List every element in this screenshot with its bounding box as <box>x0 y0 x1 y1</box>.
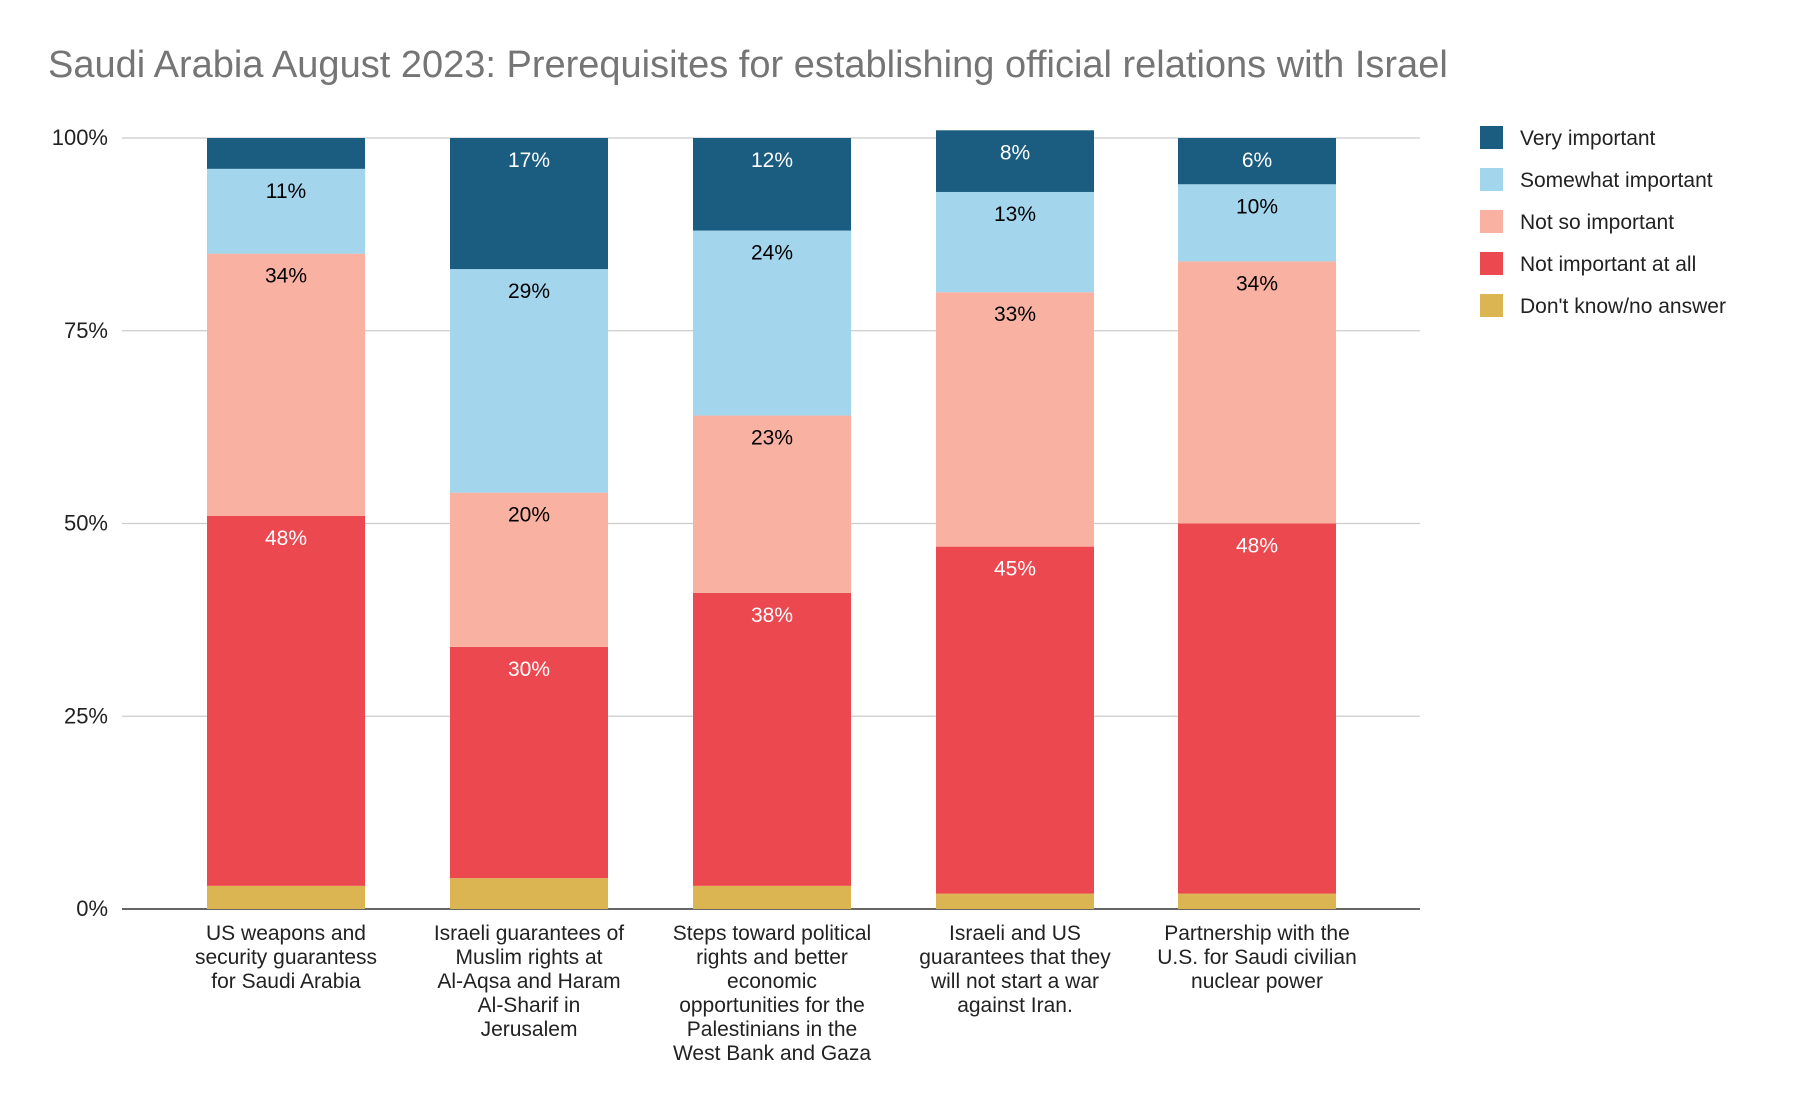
x-tick-label: U.S. for Saudi civilian <box>1157 946 1357 969</box>
bar-segment <box>1178 184 1336 262</box>
bar-segment <box>450 138 608 270</box>
bar-segment <box>207 138 365 169</box>
x-tick-label: Muslim rights at <box>455 946 602 969</box>
data-label: 45% <box>994 558 1036 581</box>
legend-label: Don't know/no answer <box>1520 295 1726 318</box>
legend-swatch <box>1480 252 1503 275</box>
bar-segment <box>693 415 851 593</box>
x-tick-label: economic <box>727 970 817 993</box>
bar-segment <box>936 191 1094 293</box>
bar-segment <box>936 893 1094 909</box>
data-label: 8% <box>1000 141 1030 164</box>
legend-swatch <box>1480 294 1503 317</box>
bar-segment <box>693 592 851 886</box>
bar-segment <box>207 515 365 886</box>
bar-segment <box>693 138 851 231</box>
bar-segment <box>207 168 365 254</box>
x-tick-label: guarantees that they <box>919 946 1111 969</box>
x-tick-label: nuclear power <box>1191 970 1323 993</box>
legend-label: Not so important <box>1520 211 1674 234</box>
bar-segment <box>1178 138 1336 185</box>
x-tick-label: Al-Aqsa and Haram <box>437 970 620 993</box>
data-label: 29% <box>508 280 550 303</box>
x-tick-label: opportunities for the <box>679 994 865 1017</box>
data-label: 34% <box>1236 272 1278 295</box>
bar-segment <box>936 292 1094 547</box>
data-label: 30% <box>508 658 550 681</box>
x-tick-label: against Iran. <box>957 994 1073 1017</box>
y-tick-label: 75% <box>64 318 108 343</box>
data-label: 48% <box>265 527 307 550</box>
y-tick-label: 100% <box>52 125 108 150</box>
bar-segment <box>207 885 365 909</box>
bar-segment <box>207 253 365 516</box>
legend-label: Not important at all <box>1520 253 1696 276</box>
x-tick-label: Israeli and US <box>949 922 1081 945</box>
bar-segment <box>450 646 608 879</box>
data-label: 10% <box>1236 195 1278 218</box>
y-tick-label: 25% <box>64 703 108 728</box>
x-tick-label: US weapons and <box>206 922 366 945</box>
legend-swatch <box>1480 210 1503 233</box>
data-label: 24% <box>751 242 793 265</box>
data-label: 23% <box>751 427 793 450</box>
x-tick-label: rights and better <box>696 946 848 969</box>
y-tick-label: 0% <box>76 896 108 921</box>
data-label: 34% <box>265 265 307 288</box>
data-label: 48% <box>1236 535 1278 558</box>
chart-title: Saudi Arabia August 2023: Prerequisites … <box>48 44 1448 86</box>
bar-segment <box>1178 261 1336 524</box>
x-tick-label: Partnership with the <box>1164 922 1350 945</box>
x-tick-label: security guarantess <box>195 946 377 969</box>
legend-swatch <box>1480 168 1503 191</box>
x-tick-label: Jerusalem <box>481 1018 578 1041</box>
x-tick-label: for Saudi Arabia <box>211 970 361 993</box>
data-label: 6% <box>1242 149 1272 172</box>
x-tick-label: West Bank and Gaza <box>673 1042 871 1065</box>
x-tick-label: will not start a war <box>930 970 1099 993</box>
bar-segment <box>450 492 608 647</box>
bar-segment <box>1178 523 1336 894</box>
legend-label: Very important <box>1520 127 1656 150</box>
bar-segment <box>450 878 608 909</box>
legend-swatch <box>1480 126 1503 149</box>
bar-segment <box>693 885 851 909</box>
bar-segment <box>1178 893 1336 909</box>
x-tick-label: Steps toward political <box>673 922 871 945</box>
data-label: 11% <box>266 180 306 203</box>
x-tick-label: Israeli guarantees of <box>434 922 624 945</box>
data-label: 13% <box>994 203 1036 226</box>
x-tick-label: Palestinians in the <box>687 1018 857 1041</box>
bar-segment <box>450 269 608 493</box>
y-tick-label: 50% <box>64 511 108 536</box>
bar-segment <box>936 546 1094 894</box>
bar-segment <box>936 130 1094 192</box>
x-tick-label: Al-Sharif in <box>478 994 581 1017</box>
data-label: 38% <box>751 604 793 627</box>
legend-label: Somewhat important <box>1520 169 1713 192</box>
data-label: 20% <box>508 504 550 527</box>
bar-segment <box>693 230 851 416</box>
data-label: 17% <box>508 149 550 172</box>
data-label: 33% <box>994 303 1036 326</box>
data-label: 12% <box>751 149 793 172</box>
